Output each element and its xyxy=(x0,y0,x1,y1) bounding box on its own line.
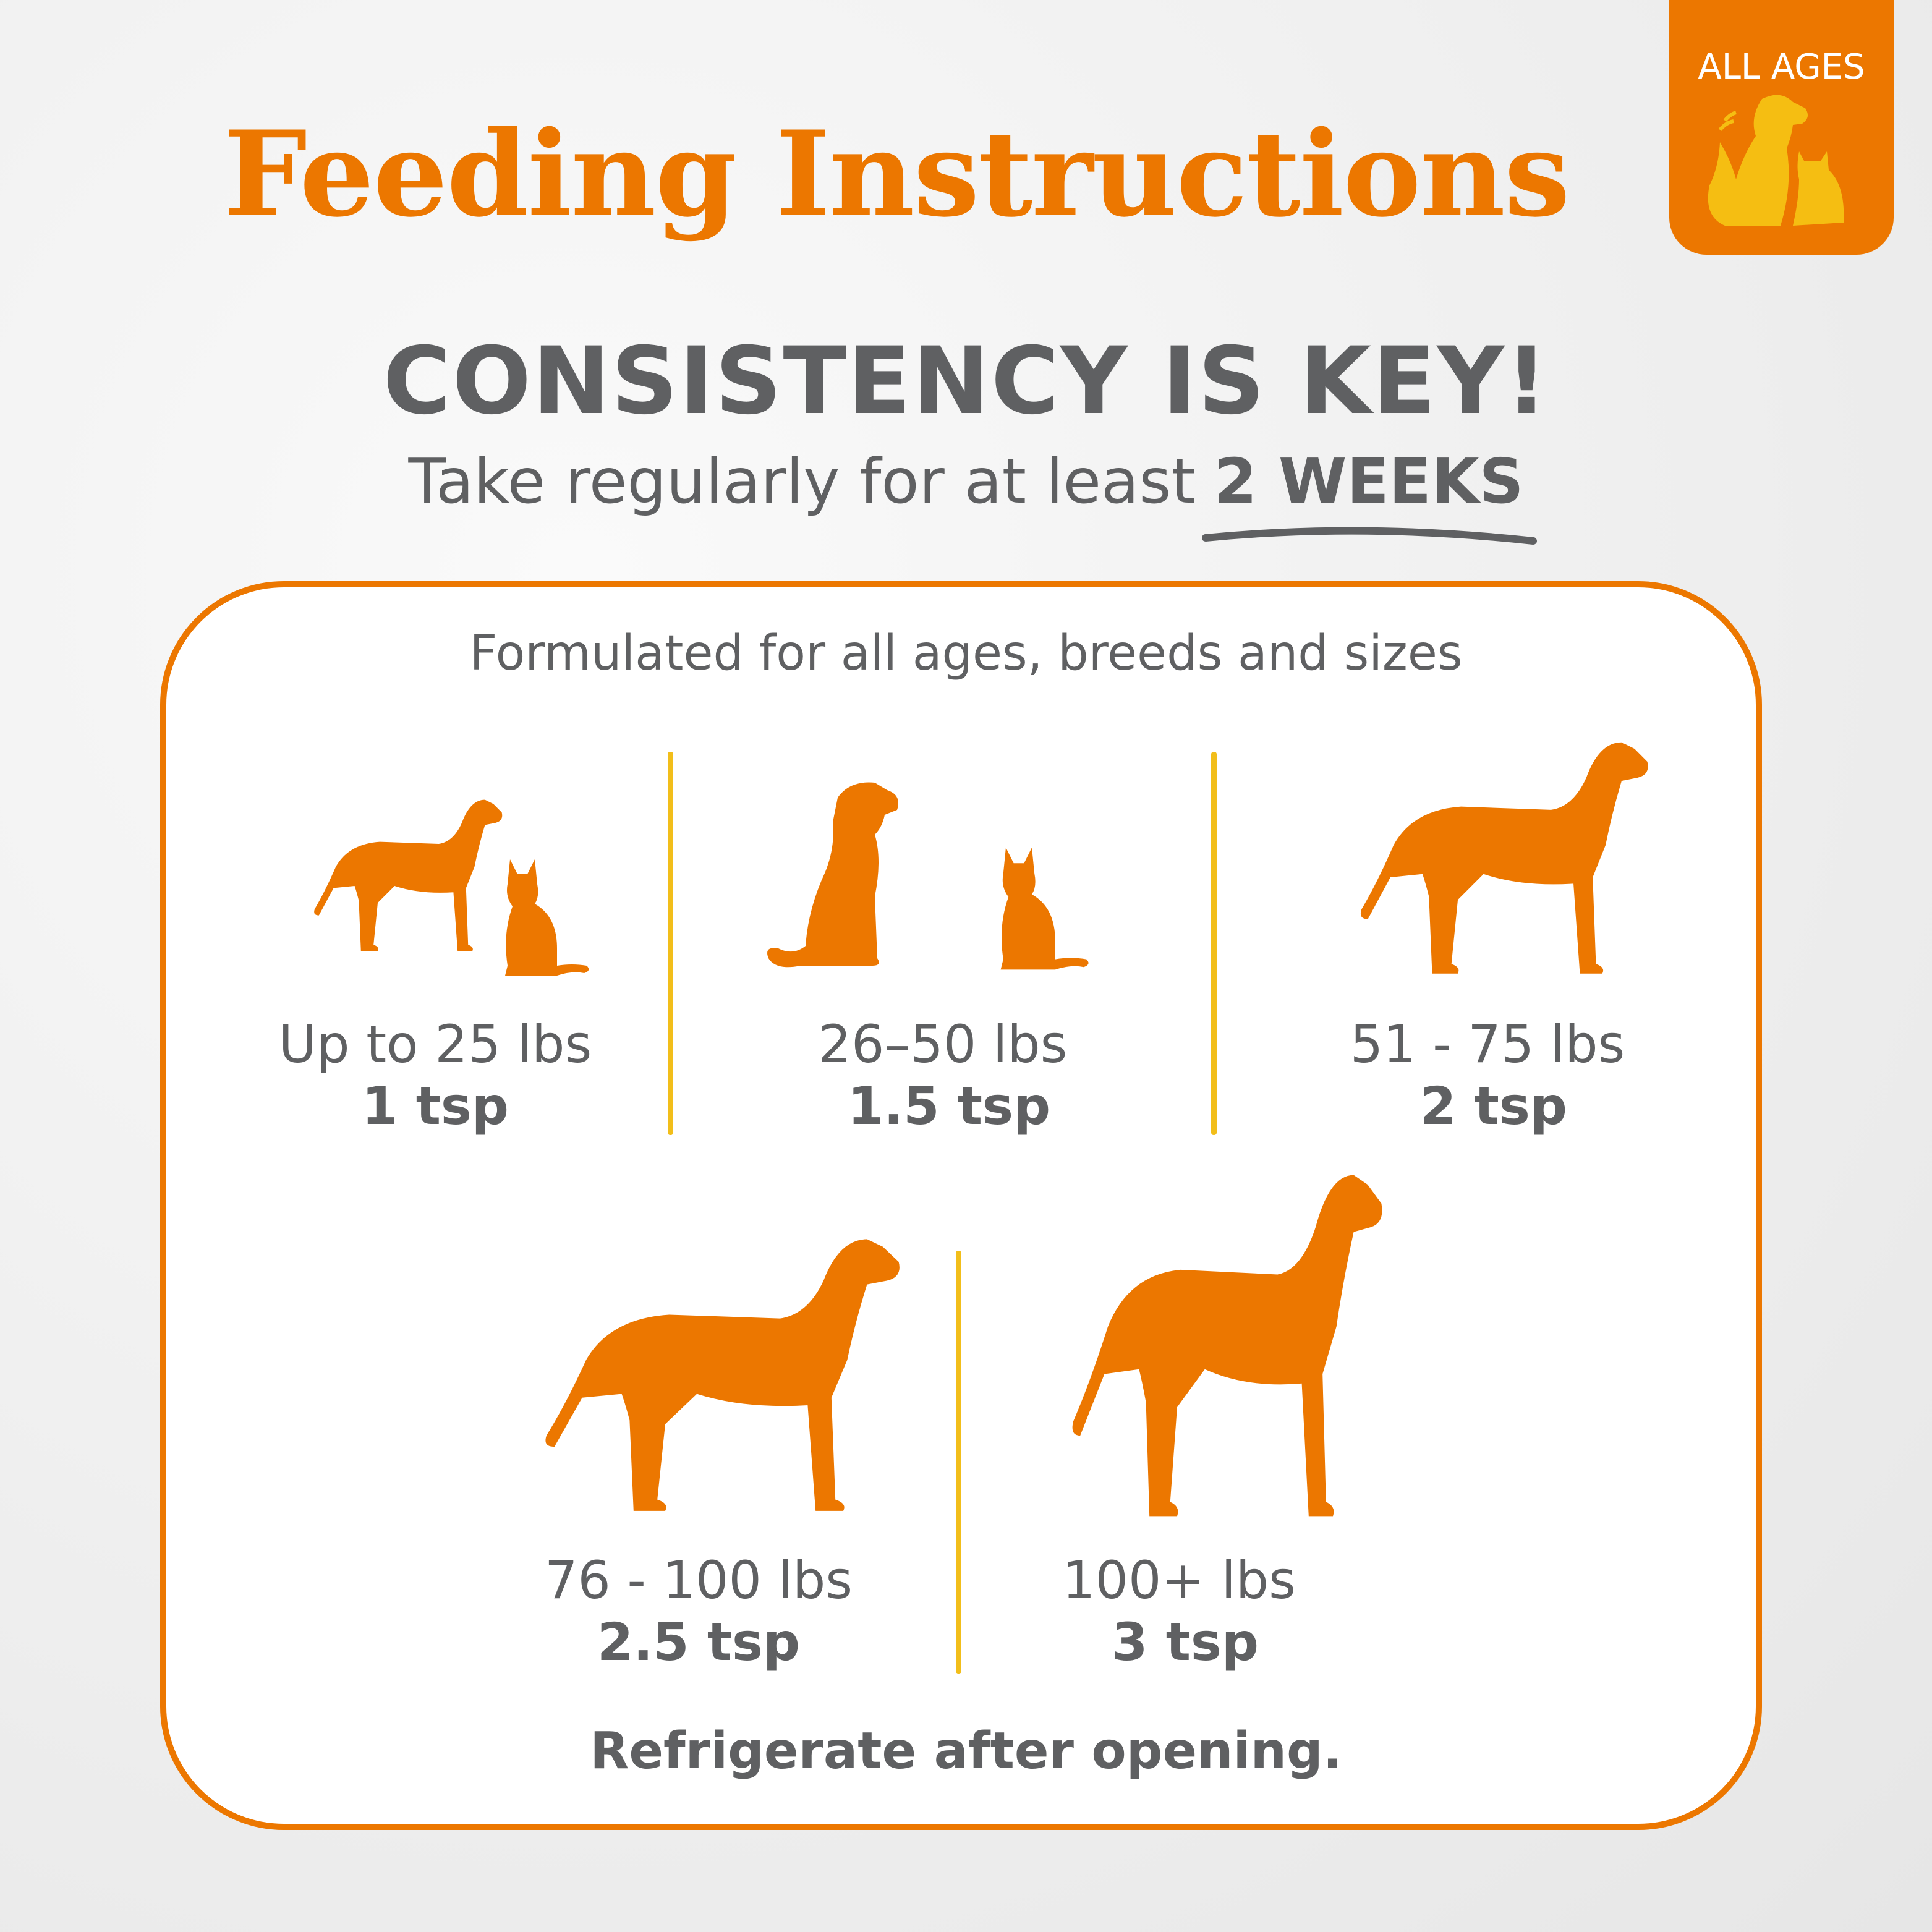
dose-weight: 51 - 75 lbs xyxy=(1350,1014,1625,1075)
dose-amount: 1.5 tsp xyxy=(847,1076,1051,1136)
badge-label: ALL AGES xyxy=(1698,47,1865,87)
divider xyxy=(668,752,673,1135)
subtitle-text: Take regularly for at least xyxy=(408,445,1196,517)
small-dog-and-cat-icon xyxy=(314,799,589,976)
headline: CONSISTENCY IS KEY! xyxy=(383,328,1549,435)
medium-dog-icon xyxy=(1360,742,1648,974)
dose-amount: 2.5 tsp xyxy=(597,1612,801,1672)
dose-weight: 26–50 lbs xyxy=(818,1014,1068,1075)
giant-dog-icon xyxy=(1072,1175,1382,1517)
underline-stroke xyxy=(1202,527,1537,545)
card-intro: Formulated for all ages, breeds and size… xyxy=(469,626,1463,681)
dose-amount: 3 tsp xyxy=(1112,1612,1259,1672)
dose-weight: 76 - 100 lbs xyxy=(544,1550,853,1611)
storage-note: Refrigerate after opening. xyxy=(590,1722,1342,1781)
dose-amount: 1 tsp xyxy=(362,1076,509,1136)
subtitle-emphasis: 2 WEEKS xyxy=(1214,445,1524,517)
all-ages-badge: ALL AGES xyxy=(1669,0,1894,255)
dose-weight: 100+ lbs xyxy=(1062,1550,1296,1611)
dose-amount: 2 tsp xyxy=(1420,1076,1567,1136)
page-title: Feeding Instructions xyxy=(224,105,1570,243)
subtitle: Take regularly for at least 2 WEEKS xyxy=(0,445,1932,517)
large-dog-icon xyxy=(545,1239,900,1511)
dog-and-cat-icon xyxy=(1708,95,1844,226)
sitting-dog-and-cat-icon xyxy=(767,782,1089,970)
divider xyxy=(956,1251,961,1674)
divider xyxy=(1211,752,1217,1135)
dose-weight: Up to 25 lbs xyxy=(278,1014,592,1075)
